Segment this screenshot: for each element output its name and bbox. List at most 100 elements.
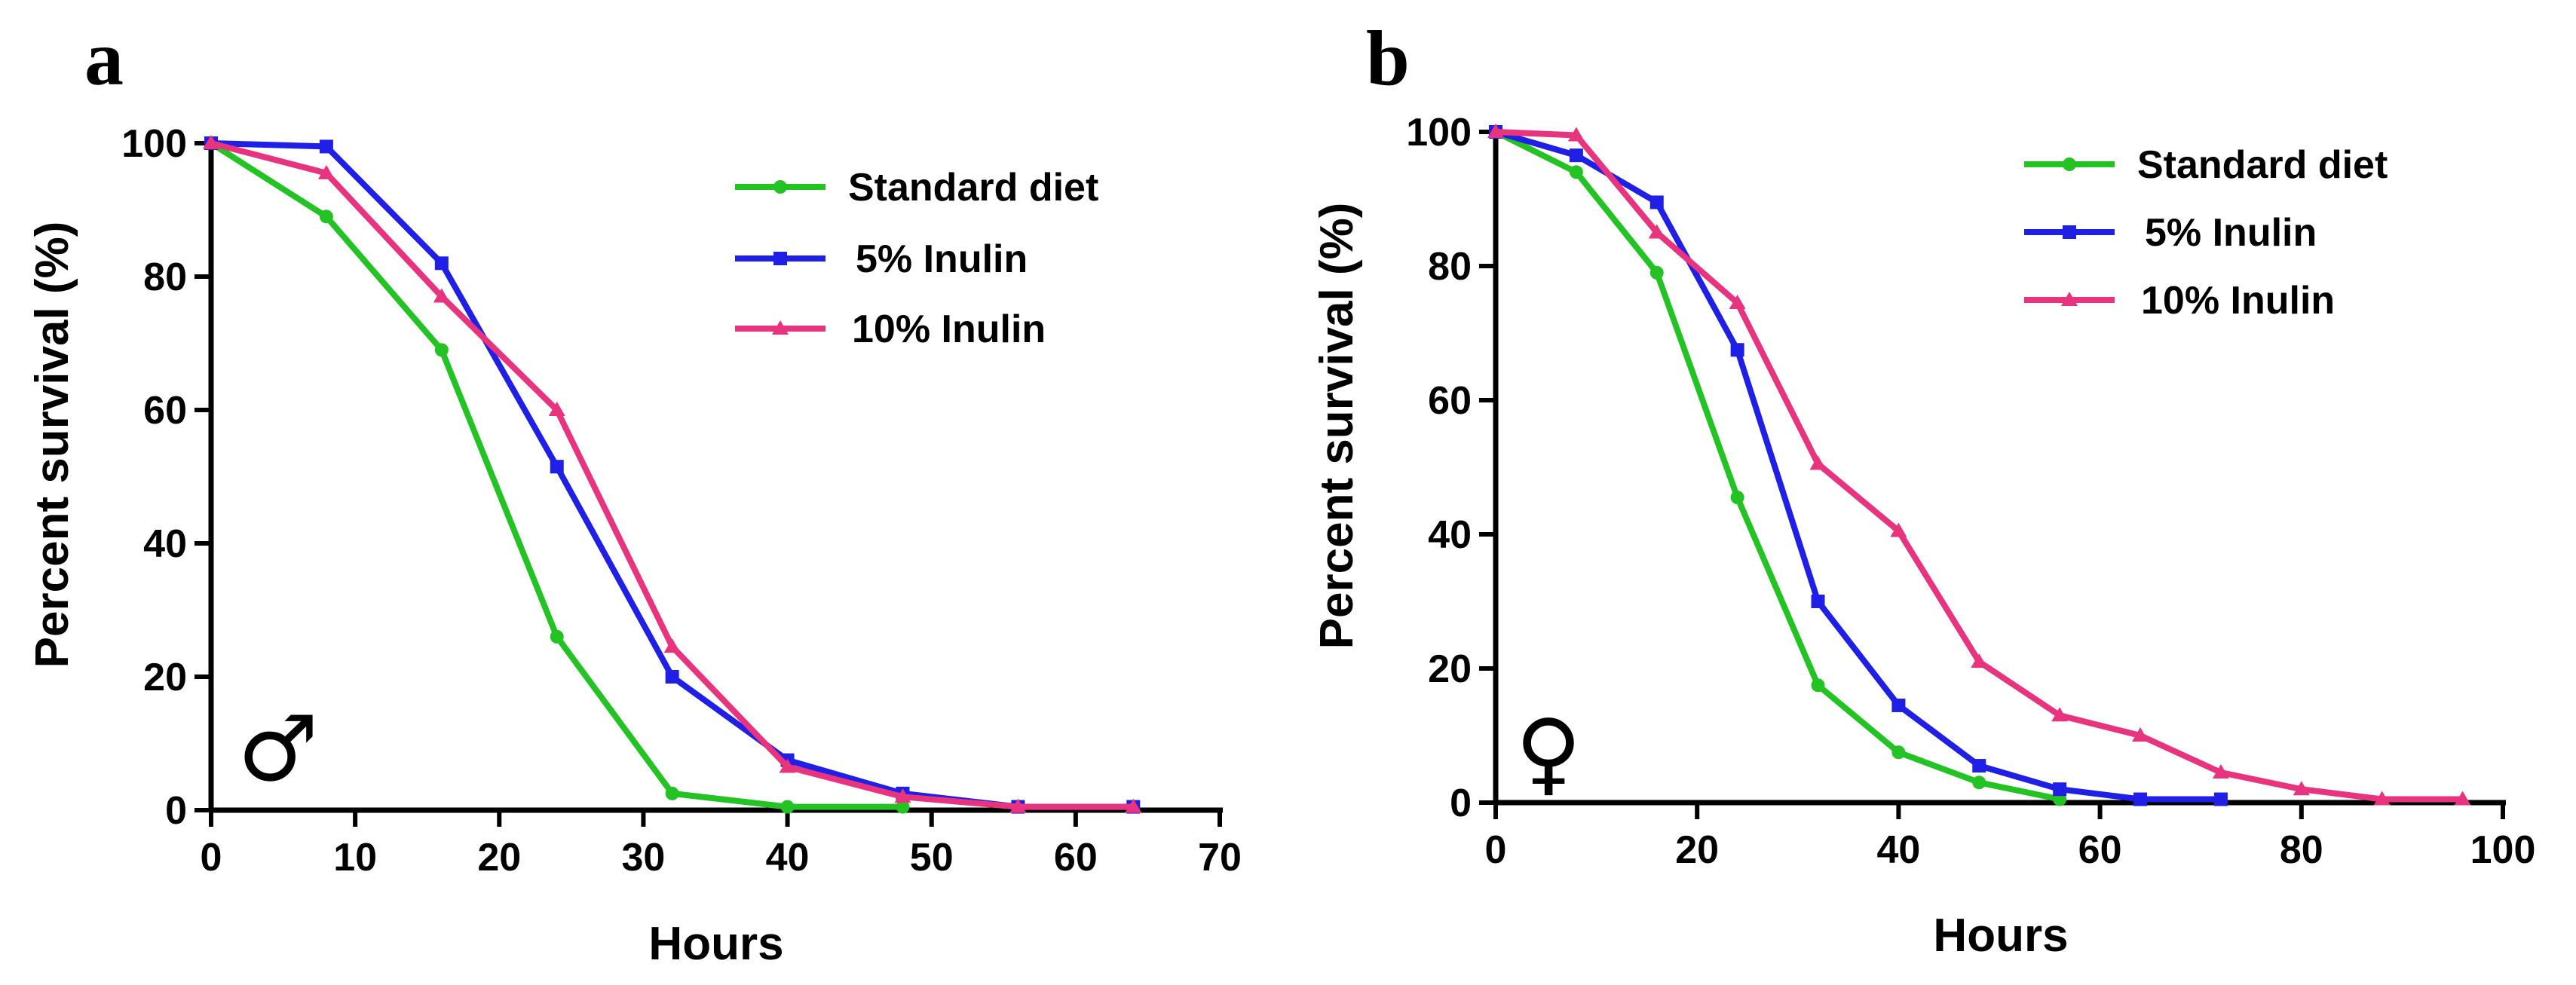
panel-a-point-5-inulin (319, 139, 333, 154)
panel-b-point-5-inulin (2133, 792, 2148, 806)
panel-a-x-tick-label: 40 (766, 836, 810, 879)
panel-b-point-standard-diet (1649, 265, 1664, 280)
legend-label-5-inulin: 5% Inulin (856, 237, 1028, 281)
legend-marker-5-inulin (2063, 225, 2076, 239)
panel-b-series (1487, 124, 2471, 806)
panel-b-point-10-inulin (2132, 727, 2149, 742)
panel-a-y-axis-title: Percent survival (%) (26, 222, 78, 668)
panel-a-point-standard-diet (550, 629, 564, 644)
panel-a-y-tick-label: 100 (121, 122, 187, 166)
panel-a-point-standard-diet (434, 343, 449, 357)
panel-b-point-5-inulin (1730, 343, 1744, 357)
panel-b-axes: 0 20 40 60 80 100 0 20 40 60 80 100 (1406, 111, 2535, 872)
panel-a-x-tick-label: 20 (477, 836, 521, 879)
panel-b-point-standard-diet (1569, 165, 1583, 179)
panel-b-y-axis-title: Percent survival (%) (1311, 203, 1363, 650)
legend-marker-5-inulin (773, 252, 787, 265)
legend-marker-10-inulin (772, 320, 789, 335)
panel-a-point-10-inulin (663, 638, 681, 653)
panel-b-point-10-inulin (1729, 294, 1746, 309)
panel-b-y-tick-label: 60 (1428, 379, 1472, 423)
panel-a-y-tick-label: 40 (143, 522, 187, 566)
legend-marker-standard-diet (2063, 158, 2076, 171)
panel-a-point-10-inulin (894, 788, 911, 803)
panel-a-x-tick-label: 10 (333, 836, 377, 879)
panel-b-point-5-inulin (1569, 148, 1583, 163)
panel-b-point-10-inulin (1809, 455, 1827, 470)
panel-b-y-tick-label: 80 (1428, 245, 1472, 289)
panel-a-point-10-inulin (1009, 798, 1027, 813)
panel-a-x-tick-label: 0 (201, 836, 222, 879)
panel-b-point-10-inulin (2373, 791, 2391, 806)
panel-a-y-tick-label: 60 (143, 389, 187, 433)
panel-b-series-line-5-inulin (1494, 129, 2221, 803)
panel-b-point-standard-diet (1811, 678, 1825, 693)
panel-b-point-standard-diet (1730, 491, 1744, 505)
panel-a-point-10-inulin (203, 135, 219, 149)
panel-b-y-tick-label: 0 (1450, 782, 1472, 825)
panel-a-series (203, 135, 1142, 814)
panel-b-point-10-inulin (2212, 763, 2229, 779)
panel-b-point-10-inulin (2051, 707, 2069, 722)
panel-b-x-tick-label: 0 (1485, 828, 1507, 872)
panel-a-point-5-inulin (665, 670, 679, 684)
panel-b-x-tick-label: 100 (2470, 828, 2536, 872)
panel-b-x-tick-label: 80 (2280, 828, 2323, 872)
panel-b-point-10-inulin (1971, 653, 1988, 668)
panel-b-point-5-inulin (1811, 595, 1825, 608)
panel-b: b Percent survival (%) Hours ♀ 0 20 40 60 80… (1311, 15, 2535, 962)
panel-a-point-10-inulin (433, 288, 450, 303)
panel-a-x-axis-title: Hours (648, 918, 783, 970)
panel-b-point-5-inulin (1891, 698, 1906, 712)
panel-b-point-5-inulin (2053, 782, 2067, 797)
legend-label-standard-diet: Standard diet (2137, 143, 2388, 187)
panel-a: a Percent survival (%) Hours ♂ 0 20 40 60 80… (26, 15, 1242, 970)
panel-a-x-tick-label: 30 (622, 836, 666, 879)
panel-b-point-5-inulin (2213, 792, 2228, 806)
panel-a-point-standard-diet (896, 800, 910, 814)
panel-b-point-10-inulin (2293, 781, 2310, 796)
legend-label-standard-diet: Standard diet (848, 166, 1098, 210)
panel-b-y-tick-label: 20 (1428, 647, 1472, 691)
panel-b-point-10-inulin (1567, 127, 1585, 142)
male-symbol: ♂ (237, 697, 319, 802)
panel-b-x-tick-label: 60 (2078, 828, 2122, 872)
panel-b-point-10-inulin (2454, 791, 2471, 806)
female-symbol: ♀ (1515, 701, 1582, 806)
panel-b-point-10-inulin (1487, 124, 1504, 138)
legend-label-5-inulin: 5% Inulin (2145, 211, 2317, 255)
panel-b-series-line-standard-diet (1494, 129, 2061, 803)
panel-a-point-10-inulin (548, 402, 565, 416)
panel-b-point-10-inulin (1648, 224, 1665, 239)
panel-a-point-standard-diet (665, 786, 679, 800)
panel-b-y-tick-label: 100 (1406, 111, 1472, 154)
panel-b-point-standard-diet (1891, 745, 1906, 760)
panel-a-point-5-inulin (550, 460, 564, 474)
legend-marker-10-inulin (2061, 292, 2078, 306)
panel-a-x-tick-label: 50 (910, 836, 954, 879)
panel-a-point-standard-diet (780, 800, 795, 814)
panel-b-label: b (1366, 15, 1410, 102)
legend-marker-standard-diet (773, 180, 787, 194)
panel-a-x-tick-label: 70 (1198, 836, 1242, 879)
panel-a-point-10-inulin (779, 758, 796, 773)
panel-b-x-tick-label: 40 (1876, 828, 1920, 872)
panel-b-point-standard-diet (1972, 775, 1986, 790)
panel-a-point-10-inulin (317, 164, 335, 179)
panel-b-series-line-10-inulin (1495, 129, 2463, 803)
panel-a-x-tick-label: 60 (1054, 836, 1098, 879)
panel-a-y-tick-label: 20 (143, 656, 187, 699)
panel-a-point-standard-diet (319, 210, 333, 224)
legend-label-10-inulin: 10% Inulin (852, 307, 1046, 351)
panel-a-point-10-inulin (1125, 798, 1142, 813)
panel-a-y-tick-label: 80 (143, 255, 187, 299)
panel-b-x-tick-label: 20 (1675, 828, 1719, 872)
panel-b-point-10-inulin (1890, 522, 1907, 537)
panel-b-point-5-inulin (1649, 195, 1664, 210)
panel-a-point-5-inulin (434, 256, 449, 271)
panel-a-label: a (84, 15, 124, 102)
panel-b-y-tick-label: 40 (1428, 513, 1472, 557)
legend-label-10-inulin: 10% Inulin (2141, 279, 2335, 323)
panel-b-x-axis-title: Hours (1933, 910, 2068, 962)
